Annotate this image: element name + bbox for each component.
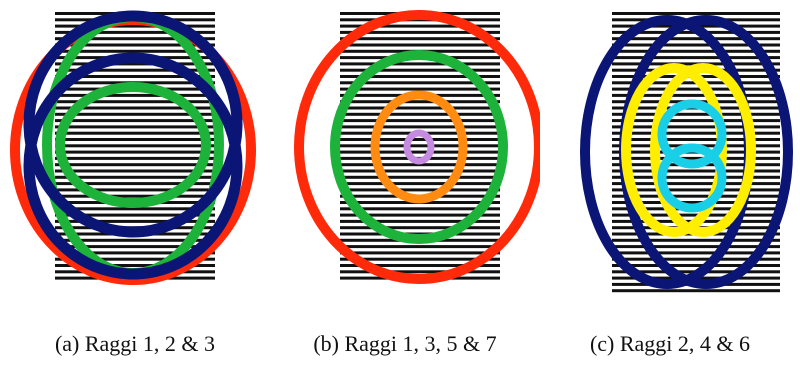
ring-green [330, 50, 508, 244]
figure-a [10, 10, 256, 285]
ring-cyan-lower [657, 143, 727, 213]
figure-c [580, 12, 793, 293]
ring-green-inner [55, 82, 211, 208]
ring-orange [370, 90, 468, 204]
caption-b: (b) Raggi 1, 3, 5 & 7 [313, 331, 497, 356]
caption-c: (c) Raggi 2, 4 & 6 [589, 331, 751, 356]
caption-a: (a) Raggi 1, 2 & 3 [54, 331, 216, 356]
ring-lilac-center [403, 129, 435, 165]
ring-cyan-upper [657, 99, 727, 169]
ring-yellow-right [650, 63, 756, 237]
ring-navy-upper [23, 10, 243, 238]
ring-navy-lower [23, 52, 243, 280]
figure-b [294, 10, 540, 284]
ring-red-outer [294, 10, 540, 284]
